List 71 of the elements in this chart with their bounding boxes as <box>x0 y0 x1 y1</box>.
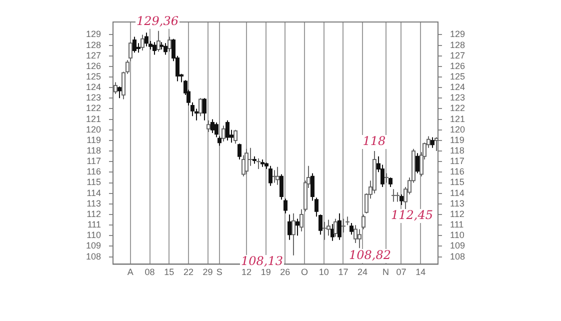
x-tick-label: 15 <box>164 267 174 278</box>
x-tick-label: 22 <box>183 267 194 278</box>
x-tick-label: 12 <box>241 267 252 278</box>
x-tick-label: A <box>127 267 134 278</box>
y2-tick-label: 108 <box>450 251 466 262</box>
y2-tick-label: 111 <box>450 220 464 230</box>
y-tick-label: 125 <box>86 71 102 82</box>
y2-tick-label: 115 <box>450 177 464 188</box>
x-tick-label: 26 <box>280 267 290 278</box>
y2-tick-label: 126 <box>450 60 466 71</box>
x-tick-label: S <box>216 267 222 278</box>
y-tick-label: 111 <box>87 220 102 230</box>
annotation: 118 <box>362 134 386 148</box>
y2-tick-label: 129 <box>450 29 466 40</box>
y2-tick-label: 110 <box>450 230 464 240</box>
x-tick-label: 08 <box>144 267 155 278</box>
candlestick <box>341 218 346 233</box>
x-tick-label: 29 <box>202 267 213 278</box>
y-tick-label: 120 <box>86 124 102 134</box>
y2-tick-label: 127 <box>450 50 466 60</box>
y2-tick-label: 123 <box>450 92 466 103</box>
candlestick <box>256 158 261 170</box>
y-tick-label: 117 <box>86 156 102 166</box>
y-tick-label: 128 <box>86 40 102 50</box>
candlestick <box>391 188 396 202</box>
candlestick <box>395 192 400 202</box>
y2-tick-label: 128 <box>450 40 466 50</box>
y-tick-label: 112 <box>86 208 102 219</box>
y-tick-label: 129 <box>86 29 102 40</box>
y2-tick-label: 117 <box>450 156 464 166</box>
y-tick-label: 122 <box>86 103 102 114</box>
annotation: 108,82 <box>349 248 391 262</box>
y2-tick-label: 120 <box>450 124 466 134</box>
y-tick-label: 115 <box>86 177 102 188</box>
y-tick-label: 110 <box>86 230 102 240</box>
y-tick-label: 108 <box>86 251 102 262</box>
x-tick-label: N <box>382 267 390 278</box>
y2-tick-label: 113 <box>450 198 464 208</box>
y2-tick-label: 119 <box>450 134 464 145</box>
x-tick-label: 07 <box>396 267 406 278</box>
x-tick-label: 14 <box>416 267 426 278</box>
y-tick-label: 126 <box>86 60 102 71</box>
y2-tick-label: 116 <box>450 166 464 177</box>
x-tick-label: 10 <box>318 267 329 278</box>
y-tick-label: 123 <box>86 92 102 103</box>
x-tick-label: 24 <box>358 267 368 278</box>
y-tick-label: 113 <box>86 198 102 208</box>
x-tick-label: 19 <box>260 267 271 278</box>
y2-tick-label: 122 <box>450 103 466 114</box>
y2-tick-label: 125 <box>450 71 466 82</box>
y2-tick-label: 112 <box>450 208 464 219</box>
y2-tick-label: 109 <box>450 240 466 251</box>
candlestick <box>384 172 389 184</box>
y-tick-label: 109 <box>86 240 102 251</box>
y-tick-label: 118 <box>86 146 102 156</box>
y2-tick-label: 121 <box>450 114 466 124</box>
y-tick-label: 127 <box>86 50 102 60</box>
y2-tick-label: 118 <box>450 146 464 156</box>
y-tick-label: 121 <box>86 114 102 124</box>
y-tick-label: 114 <box>86 188 102 198</box>
y2-tick-label: 114 <box>450 188 464 198</box>
y-tick-label: 119 <box>86 134 102 145</box>
candlestick <box>322 221 327 240</box>
y2-tick-label: 124 <box>450 82 466 92</box>
x-tick-label: 17 <box>338 267 348 278</box>
annotation: 108,13 <box>241 254 284 268</box>
x-tick-label: O <box>301 267 308 278</box>
y-tick-label: 124 <box>86 82 102 92</box>
annotation: 112,45 <box>391 208 433 222</box>
y-tick-label: 116 <box>86 166 102 177</box>
annotation: 129,36 <box>136 14 179 28</box>
